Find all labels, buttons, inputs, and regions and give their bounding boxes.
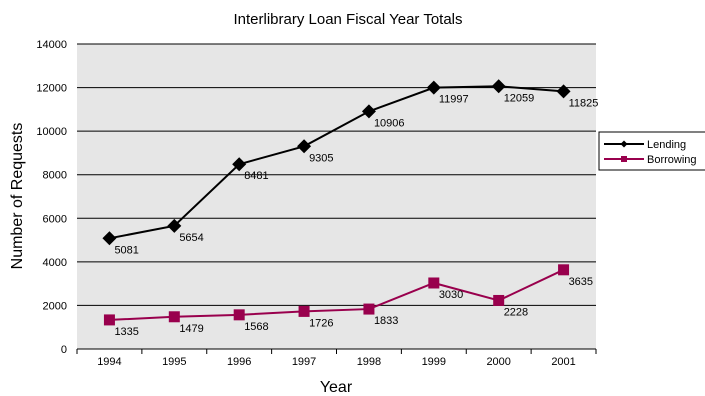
legend-label: Borrowing [647,154,697,166]
data-labels: 5081 5654 8481 9305 10906 11997 12059 11825 1335… [114,92,598,338]
x-axis-ticks: 1994 1995 1996 1997 1998 1999 2000 2001 [76,349,597,368]
chart-title: Interlibrary Loan Fiscal Year Totals [233,11,462,28]
legend-box [598,131,705,171]
y-tick-label: 10000 [36,126,67,138]
x-tick-label: 1995 [162,356,186,368]
data-label: 1335 [114,326,138,338]
y-tick-label: 0 [61,344,67,356]
plot-area [77,44,596,349]
data-label: 5081 [114,244,138,256]
series-line-lending [109,85,564,240]
legend-marker [620,140,628,148]
data-label: 3030 [439,289,463,301]
data-label: 1568 [244,321,268,333]
data-point [361,104,376,119]
x-tick-label: 2001 [551,356,575,368]
data-label: 1479 [179,323,203,335]
y-tick-label: 4000 [43,257,67,269]
x-tick-label: 1994 [97,356,121,368]
x-tick-label: 1999 [422,356,446,368]
data-point [298,305,310,317]
data-label: 11825 [569,97,599,109]
data-point [102,231,117,246]
series-line-borrowing [109,268,564,321]
legend-label: Lending [647,139,686,151]
data-point [297,139,312,154]
data-point [426,80,441,95]
data-label: 12059 [504,92,535,104]
gridlines [77,43,596,350]
data-point [491,79,506,94]
data-label: 1726 [309,317,333,329]
y-tick-label: 12000 [36,83,67,95]
data-label: 10906 [374,117,405,129]
y-axis-title: Number of Requests [9,123,26,270]
y-tick-label: 8000 [43,170,67,182]
data-point [428,277,440,289]
data-label: 8481 [244,170,268,182]
data-point [558,264,570,276]
data-label: 11997 [439,94,469,106]
data-point [103,314,115,326]
data-point [233,309,245,321]
data-point [556,84,571,99]
y-tick-label: 14000 [36,39,67,51]
data-label: 2228 [504,306,528,318]
x-tick-label: 1996 [227,356,251,368]
data-label: 5654 [179,232,203,244]
data-point [232,157,247,172]
data-point [493,294,505,306]
y-tick-label: 6000 [43,213,67,225]
x-tick-label: 2000 [486,356,510,368]
x-tick-label: 1997 [292,356,316,368]
legend: Lending Borrowing [598,131,705,171]
data-point [168,311,180,323]
y-tick-label: 2000 [43,300,67,312]
data-label: 9305 [309,152,333,164]
x-axis-title: Year [320,379,353,396]
data-point [167,218,182,233]
x-tick-label: 1998 [357,356,381,368]
series-layer [102,79,571,326]
y-axis-ticks: 0 2000 4000 6000 8000 10000 12000 14000 [36,39,67,356]
data-label: 3635 [569,276,593,288]
data-label: 1833 [374,315,398,327]
data-point [363,303,375,315]
legend-marker [621,156,627,162]
